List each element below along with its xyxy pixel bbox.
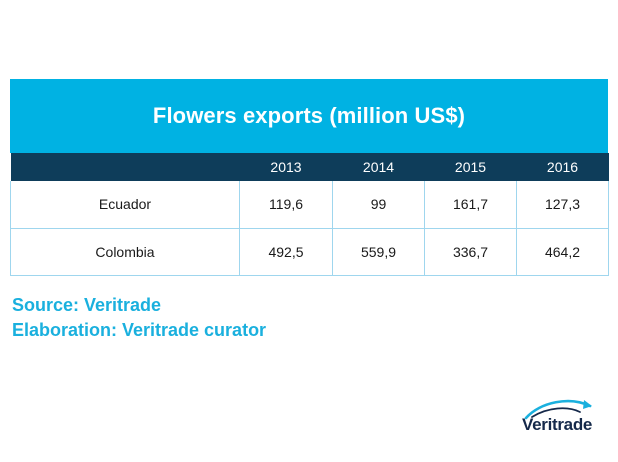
veritrade-swoosh-icon — [524, 399, 592, 420]
cell-colombia-2013: 492,5 — [239, 227, 333, 276]
exports-table-card: Flowers exports (million US$) 2013 2014 … — [10, 79, 609, 276]
cell-ecuador-2013: 119,6 — [239, 181, 333, 229]
table-title: Flowers exports (million US$) — [10, 79, 608, 153]
cell-colombia-2015: 336,7 — [424, 227, 517, 276]
elaboration-note: Elaboration: Veritrade curator — [12, 320, 267, 340]
exports-table: 2013 2014 2015 2016 Ecuador 119,6 99 161… — [10, 153, 609, 276]
header-year-2014: 2014 — [362, 159, 395, 175]
cell-ecuador-2015: 161,7 — [424, 181, 517, 229]
header-year-2016: 2016 — [546, 159, 579, 175]
header-year-2013: 2013 — [270, 159, 302, 175]
header-year-2015: 2015 — [454, 159, 487, 175]
cell-colombia-2016: 464,2 — [516, 227, 609, 276]
cell-ecuador-2014: 99 — [332, 181, 425, 229]
veritrade-logo: Veritrade — [522, 398, 604, 438]
cell-ecuador-2016: 127,3 — [516, 181, 609, 229]
source-note: Source: Veritrade — [12, 295, 162, 315]
cell-colombia-2014: 559,9 — [332, 227, 425, 276]
row-label-colombia: Colombia — [10, 227, 240, 276]
row-label-ecuador: Ecuador — [10, 181, 240, 229]
table-row: Colombia 492,5 559,9 336,7 464,2 — [10, 227, 609, 276]
header-corner — [11, 153, 240, 181]
table-row: Ecuador 119,6 99 161,7 127,3 — [10, 181, 609, 229]
table-header-row: 2013 2014 2015 2016 — [10, 153, 609, 181]
logo-wordmark: Veritrade — [522, 415, 593, 434]
